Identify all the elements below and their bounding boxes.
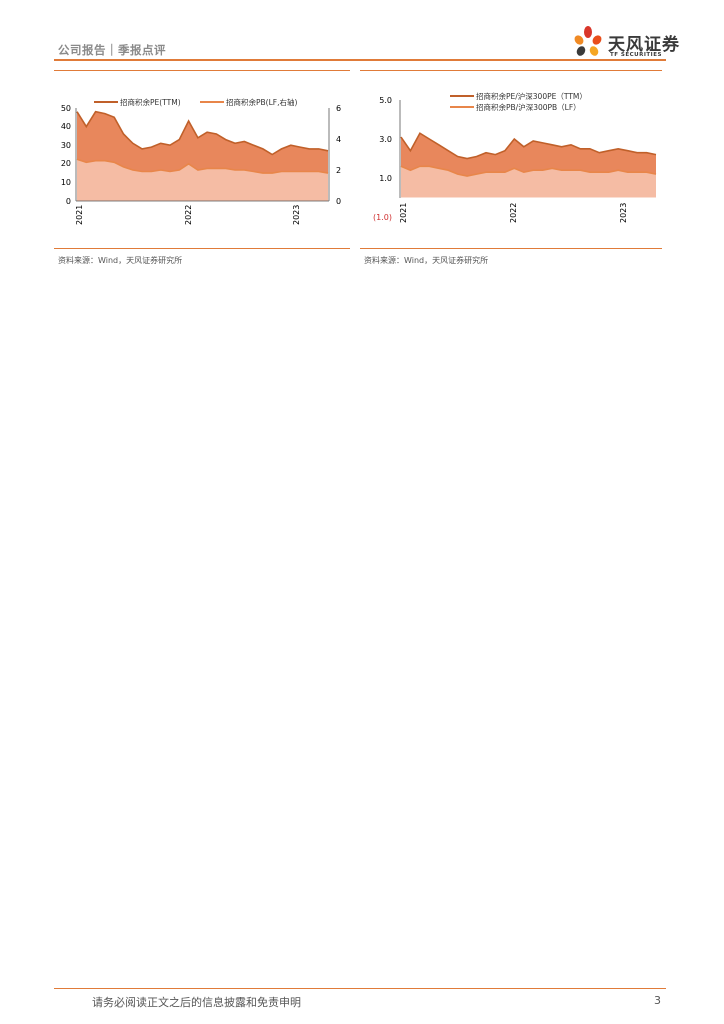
right-chart-source: 资料来源：Wind，天风证券研究所 [364, 256, 489, 265]
left-panel-top-rule [54, 70, 350, 71]
page-number: 3 [654, 994, 661, 1007]
left-area-layer [76, 110, 329, 201]
x-tick-label: 2022 [509, 203, 518, 223]
right-axis-tick-label: 6 [336, 104, 341, 113]
logo-flower-icon [574, 26, 602, 56]
legend-pb-label: 招商积余PB(LF,右轴) [226, 97, 297, 107]
left-tick-label: 30 [61, 141, 71, 150]
legend-pb-rel-label: 招商积余PB/沪深300PB（LF） [476, 102, 581, 112]
x-tick-label: 2023 [292, 205, 301, 225]
x-tick-label: 2021 [75, 205, 84, 225]
right-chart-panel: 招商积余PE/沪深300PE（TTM） 招商积余PB/沪深300PB（LF） 5… [360, 70, 662, 265]
pb-rel-series-area [401, 166, 656, 198]
x-tick-label: 2023 [619, 203, 628, 223]
right-panel-bottom-rule [360, 248, 662, 249]
left-valuation-chart: 招商积余PE(TTM) 招商积余PB(LF,右轴) 50 40 30 20 10… [61, 97, 341, 225]
pb-rel-series-line [400, 165, 657, 177]
y-tick-label: 3.0 [379, 135, 392, 144]
x-tick-label: 2022 [184, 205, 193, 225]
left-chart-panel: 招商积余PE(TTM) 招商积余PB(LF,右轴) 50 40 30 20 10… [54, 70, 350, 265]
pe-rel-series-line [400, 132, 657, 160]
pe-series-line [76, 110, 329, 156]
footer-disclaimer: 请务必阅读正文之后的信息披露和免责申明 [92, 996, 301, 1009]
pb-series-area [77, 159, 328, 201]
header-divider [54, 59, 666, 61]
pb-series-line [76, 158, 329, 174]
report-section-label: 公司报告｜季报点评 [58, 43, 166, 57]
right-axis-tick-label: 0 [336, 197, 341, 206]
y-tick-label: 5.0 [379, 96, 392, 105]
left-tick-label: 0 [66, 197, 71, 206]
left-tick-label: 10 [61, 178, 71, 187]
x-tick-label: 2021 [399, 203, 408, 223]
right-relative-valuation-chart: 招商积余PE/沪深300PE（TTM） 招商积余PB/沪深300PB（LF） 5… [373, 91, 657, 223]
logo-name-en: TF SECURITIES [610, 52, 662, 58]
left-tick-label: 40 [61, 122, 71, 131]
left-panel-bottom-rule [54, 248, 350, 249]
legend-pe-rel-label: 招商积余PE/沪深300PE（TTM） [476, 91, 587, 101]
right-area-layer [400, 132, 657, 198]
right-axis-tick-label: 4 [336, 135, 341, 144]
left-tick-label: 50 [61, 104, 71, 113]
company-logo: 天风证券 TF SECURITIES [570, 24, 680, 62]
y-tick-label-negative: (1.0) [373, 213, 392, 222]
footer-divider [54, 988, 666, 989]
y-tick-label: 1.0 [379, 174, 392, 183]
left-chart-source: 资料来源：Wind，天风证券研究所 [58, 256, 183, 265]
logo-name-cn: 天风证券 [608, 35, 680, 55]
left-tick-label: 20 [61, 159, 71, 168]
legend-pe-label: 招商积余PE(TTM) [120, 97, 181, 107]
right-axis-tick-label: 2 [336, 166, 341, 175]
right-panel-top-rule [360, 70, 662, 71]
